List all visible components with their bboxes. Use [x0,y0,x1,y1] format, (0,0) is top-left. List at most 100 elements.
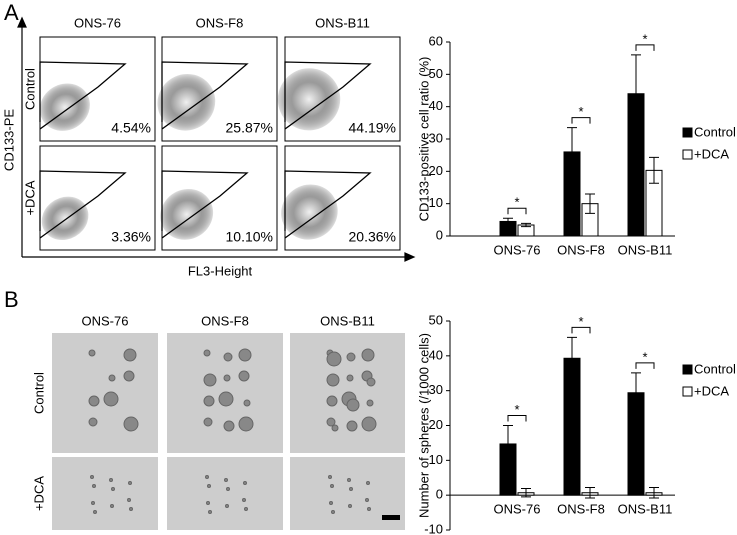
significance-mark: * [642,349,647,364]
y-tick-label: 0 [436,487,443,502]
sphere [205,475,209,479]
sphere [108,374,116,382]
percentage: 20.36% [349,229,396,245]
column-label: ONS-B11 [315,15,370,30]
sphere [207,484,211,488]
significance-mark: * [514,195,519,210]
row-label: Control [31,372,46,414]
sphere [238,348,252,362]
cell-cloud [157,73,216,131]
sphere [224,478,228,482]
scale-bar [382,515,400,520]
percentage: 25.87% [226,120,273,136]
arrows [17,16,416,262]
significance-mark: * [642,31,647,46]
sphere [361,416,377,432]
gate [39,61,127,130]
percentage: 3.36% [111,229,151,245]
sphere [225,504,229,508]
significance-bracket [635,44,655,51]
sphere [330,484,334,488]
legend-label: Control [694,124,736,139]
panel-label: A [4,0,19,25]
sphere [226,487,230,491]
axis-label: CD133-PE [1,109,16,171]
significance-bracket [635,362,655,369]
gate [161,61,249,130]
x-tick-label: ONS-76 [494,242,541,257]
sphere [346,398,360,412]
gate [284,61,372,130]
error-bar [649,487,659,499]
sphere [223,374,231,382]
cell-cloud [160,189,214,240]
sphere [110,504,114,508]
legend-label: +DCA [694,146,729,161]
column-label: ONS-F8 [201,313,249,328]
sphere [218,391,234,407]
y-tick-label: 40 [429,98,443,113]
sphere [88,349,96,357]
y-tick-label: 0 [436,227,443,242]
sphere [238,370,250,382]
sphere [206,501,210,505]
sphere [123,416,139,432]
y-axis-label: Number of spheres (/1000 cells) [416,333,431,518]
column-label: ONS-76 [82,313,129,328]
cell-cloud [281,184,338,240]
error-bar [503,217,513,226]
significance-bracket [507,415,527,422]
column-label: ONS-F8 [196,15,244,30]
sphere [203,373,217,387]
cell-cloud [39,83,90,131]
sphere [88,395,100,407]
legend-label: +DCA [694,383,729,398]
sphere [203,349,211,357]
gate [39,170,127,239]
sphere [123,370,135,382]
sphere [367,507,371,511]
sphere [123,348,137,362]
column-label: ONS-B11 [320,313,375,328]
error-bar [585,193,595,214]
sphere [244,507,248,511]
error-bar [567,127,577,177]
error-bar [521,488,531,498]
legend-swatch [682,364,693,375]
gate [161,170,249,239]
y-tick-label: 10 [429,195,443,210]
sphere [127,498,131,502]
y-tick-label: 40 [429,347,443,362]
sphere [349,487,353,491]
error-bar [567,336,577,380]
significance-bracket [571,117,591,124]
error-bar [503,425,513,463]
sphere [366,399,374,407]
error-bar [631,372,641,414]
sphere [91,501,95,505]
sphere [361,348,375,362]
sphere [90,475,94,479]
gate [284,170,372,239]
sphere [365,498,369,502]
legend-swatch [682,127,693,138]
significance-mark: * [578,314,583,329]
sphere [208,510,212,514]
percentage: 44.19% [349,120,396,136]
sphere [326,417,336,427]
error-bar [631,54,641,134]
sphere [326,395,338,407]
significance-bracket [507,207,527,215]
row-label: +DCA [22,180,37,215]
sphere [346,374,354,382]
percentage: 10.10% [226,229,273,245]
micrograph [52,333,158,453]
axis-label: FL3-Height [188,263,253,278]
x-tick-label: ONS-B11 [618,502,673,517]
sphere [88,417,98,427]
sphere [348,504,352,508]
sphere [203,417,213,427]
sphere [223,352,233,362]
sphere [328,475,332,479]
